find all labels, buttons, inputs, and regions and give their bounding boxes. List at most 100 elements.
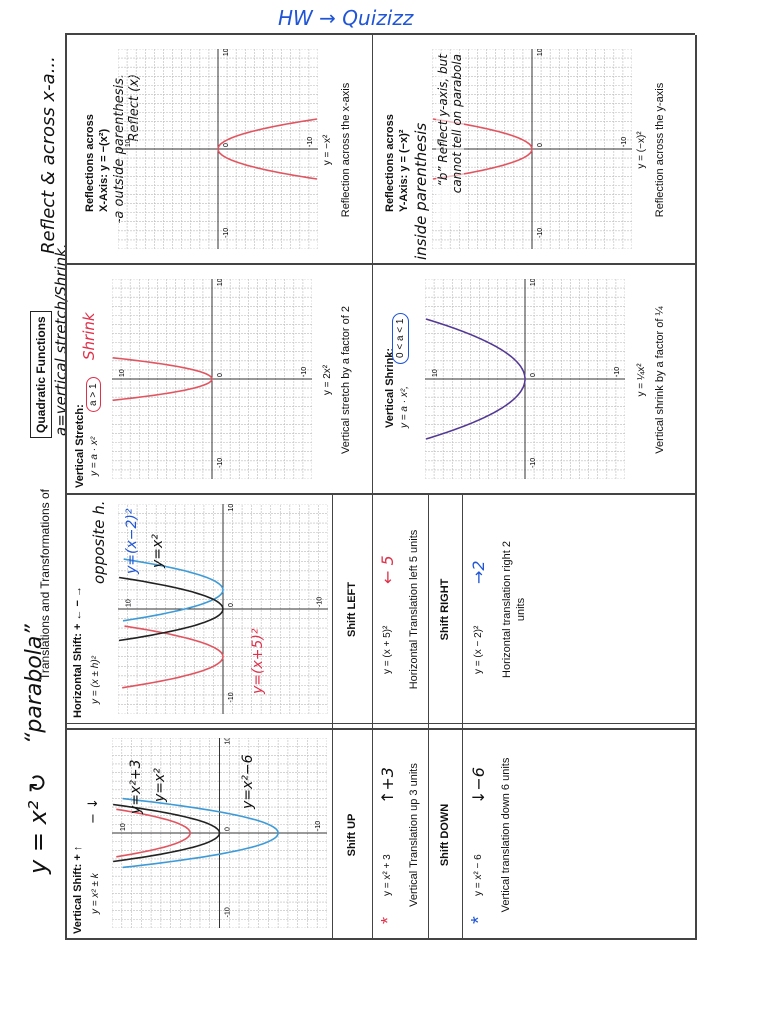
y-tick-label: -10 (307, 137, 314, 147)
graph-svg: -10 -10 0 10 10 (111, 278, 313, 480)
curve (112, 357, 213, 402)
handwritten-note: →2 (469, 560, 488, 584)
table-border (65, 33, 695, 35)
graph: -10 -10 0 10 10 (424, 278, 626, 480)
caption: Reflection across the x-axis (340, 82, 352, 218)
x-tick-label: 10 (537, 49, 544, 56)
handwritten-note: HW → Quizizz (278, 6, 414, 30)
graph-label: y=x²+3 (128, 759, 144, 814)
column-line (65, 493, 695, 495)
condition: 0 < a < 1 (392, 312, 409, 364)
handwritten-note: opposite h. (90, 500, 108, 584)
description: Vertical Translation up 3 units (408, 763, 420, 907)
description: Horizontal translation right 2 units (501, 541, 527, 678)
x-tick-label: -10 (530, 458, 537, 468)
heading: Reflections across (84, 114, 96, 212)
caption: Vertical shrink by a factor of ¼ (654, 306, 666, 454)
description: Vertical translation down 6 units (500, 757, 512, 913)
y-tick-label: -10 (301, 367, 308, 377)
x-tick-label: 10 (228, 504, 235, 512)
equation: y = x² − 6 (473, 854, 484, 896)
asterisk: * (378, 916, 398, 924)
handwritten-note: “b” Reflect y-axis, but cannot tell on p… (436, 54, 464, 224)
column-line (65, 728, 695, 730)
row-line (332, 495, 333, 940)
title: Translations and Transformations of (38, 489, 52, 680)
x-tick-label: 0 (530, 373, 537, 377)
y-tick-label: -10 (621, 137, 628, 147)
row-header: Shift LEFT (346, 582, 358, 637)
caption: Vertical stretch by a factor of 2 (340, 306, 352, 454)
formula: y = (x ± h)² (90, 656, 101, 704)
y-tick-label: 10 (125, 139, 132, 147)
heading: Horizontal Shift: + ← − → (72, 585, 84, 718)
x-tick-label: 10 (223, 49, 230, 56)
x-tick-label: 10 (225, 738, 232, 745)
heading: Vertical Shift: + ↑ (72, 845, 84, 934)
y-tick-label: -10 (316, 597, 323, 607)
graph-label: y=x² (152, 768, 168, 802)
handwritten-note: − ↓ (86, 798, 101, 824)
x-tick-label: -10 (217, 458, 224, 468)
column-line (65, 723, 695, 724)
graph-label: y=x²−6 (240, 754, 256, 809)
row-line (462, 495, 463, 940)
graph-label: y=(x+5)² (250, 628, 266, 694)
table-border (65, 35, 67, 940)
row-line (428, 495, 429, 940)
y-tick-label: 10 (120, 823, 127, 831)
curve (122, 797, 279, 869)
x-tick-label: 0 (217, 373, 224, 377)
formula: y = x² ± k (90, 873, 101, 914)
heading: Vertical Stretch: (74, 404, 86, 488)
table-border (65, 938, 695, 940)
graph: -10 -10 0 10 10 (117, 504, 329, 715)
heading: Reflections across (384, 114, 396, 212)
curve (116, 808, 192, 858)
handwritten-note: ← 5 (378, 555, 397, 584)
x-tick-label: 0 (228, 603, 235, 607)
handwritten-note: ↓−6 (469, 767, 488, 804)
handwritten-note: Reflect & across x-a... (38, 56, 59, 254)
graph-svg: -10 -10 0 10 10 (111, 737, 328, 929)
curve (432, 118, 533, 180)
caption: Reflection across the y-axis (654, 82, 666, 218)
equation: y = (x + 5)² (382, 625, 393, 674)
handwritten-note: a=vertical stretch/Shrink. (52, 243, 70, 436)
row-line (372, 495, 373, 940)
curve (122, 558, 224, 622)
formula: y = a · x² (89, 436, 100, 476)
x-tick-label: -10 (225, 907, 232, 917)
caption-equation: y = −x² (322, 134, 333, 166)
curve (112, 803, 221, 863)
y-tick-label: -10 (315, 821, 322, 831)
column-line (65, 263, 695, 265)
curve (118, 576, 224, 642)
graph: -10 -10 0 10 10 (111, 278, 313, 480)
y-tick-label: 10 (126, 599, 133, 607)
asterisk: * (468, 916, 490, 924)
handwritten-note: inside parenthesis (412, 122, 430, 260)
row-line (372, 35, 373, 495)
caption-equation: y = 2x² (322, 364, 333, 396)
condition: a > 1 (86, 377, 101, 412)
caption-equation: y = (−x)² (636, 131, 647, 169)
x-tick-label: 0 (225, 827, 232, 831)
graph-label: y=x² (150, 534, 166, 568)
formula: y = a · x², (399, 386, 410, 428)
row-header: Shift DOWN (439, 803, 451, 867)
description: Horizontal Translation left 5 units (408, 529, 420, 690)
graph-svg: -10 -10 0 10 10 (424, 278, 626, 480)
x-tick-label: 0 (223, 143, 230, 147)
x-tick-label: 10 (530, 279, 537, 286)
table-border (695, 35, 697, 940)
x-tick-label: -10 (228, 692, 235, 702)
handwritten-equation: y = x² ↻ (24, 772, 52, 874)
x-tick-label: 0 (537, 143, 544, 147)
equation: y = x² + 3 (382, 854, 393, 896)
graph: -10 -10 0 10 10 (111, 737, 328, 929)
title-boxed: Quadratic Functions (30, 311, 52, 438)
equation: y = (x − 2)² (473, 625, 484, 674)
